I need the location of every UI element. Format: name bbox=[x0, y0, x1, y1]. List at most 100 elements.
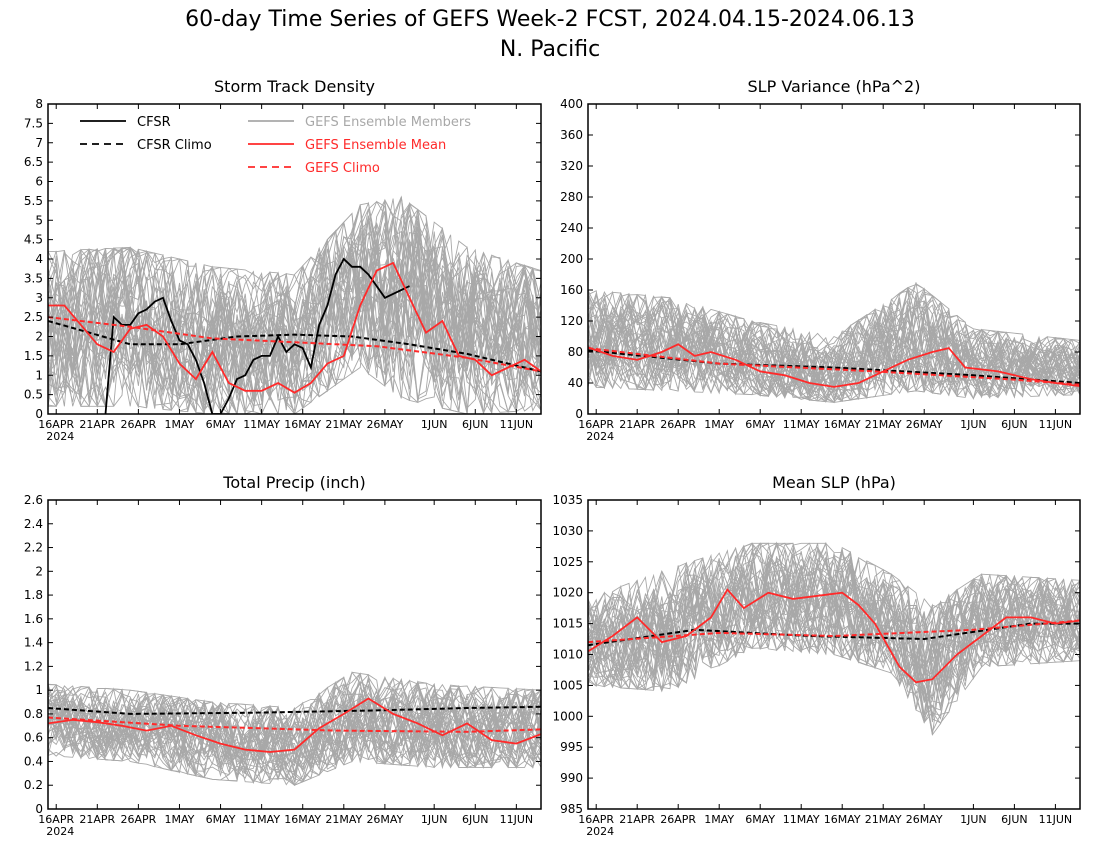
ensemble-members bbox=[48, 671, 541, 786]
ensemble-member-line bbox=[48, 682, 541, 771]
y-tick-label: 995 bbox=[560, 740, 583, 754]
ensemble-member-line bbox=[48, 199, 541, 414]
y-tick-label: 1015 bbox=[552, 617, 583, 631]
chart-panel-4: Mean SLP (hPa) 985 990 995 1000 1005 1010 1015 1… bbox=[552, 473, 1081, 838]
x-tick-label: 6JUN bbox=[462, 418, 489, 431]
y-tick-label: 2 bbox=[35, 564, 43, 578]
x-tick-label: 16MAY bbox=[284, 813, 321, 826]
ensemble-member-line bbox=[588, 286, 1080, 398]
x-tick-label: 11MAY bbox=[243, 418, 280, 431]
y-tick-label: 5.5 bbox=[24, 194, 43, 208]
ensemble-member-line bbox=[588, 307, 1080, 399]
chart-panel-3: Total Precip (inch) 0 0.2 0.4 0.6 0.8 1 1.2 1.4 1… bbox=[24, 473, 542, 838]
ensemble-member-line bbox=[588, 561, 1080, 724]
gefs-climo-line bbox=[48, 716, 541, 733]
x-tick-label: 21APR bbox=[79, 813, 115, 826]
y-tick-label: 990 bbox=[560, 771, 583, 785]
y-tick-label: 80 bbox=[568, 345, 583, 359]
y-tick-label: 240 bbox=[560, 221, 583, 235]
x-tick-label: 16APR bbox=[578, 418, 614, 431]
x-tick-label: 11JUN bbox=[1039, 418, 1073, 431]
x-tick-label: 1MAY bbox=[165, 418, 195, 431]
y-tick-label: 120 bbox=[560, 314, 583, 328]
ensemble-member-line bbox=[48, 212, 541, 414]
gefs-climo-line bbox=[48, 316, 541, 373]
ensemble-member-line bbox=[588, 542, 1080, 694]
ensemble-member-line bbox=[48, 200, 541, 414]
y-tick-label: 1035 bbox=[552, 493, 583, 507]
y-tick-label: 1.5 bbox=[24, 349, 43, 363]
x-tick-label: 1JUN bbox=[421, 813, 448, 826]
y-tick-label: 0.4 bbox=[24, 754, 43, 768]
legend-cfsr-climo-label: CFSR Climo bbox=[137, 138, 212, 153]
y-tick-label: 7.5 bbox=[24, 116, 43, 130]
ensemble-member-line bbox=[48, 682, 541, 784]
y-tick-label: 2.6 bbox=[24, 493, 43, 507]
ensemble-member-line bbox=[588, 289, 1080, 402]
chart-panel-2: SLP Variance (hPa^2) 0 40 80 120 160 200 240 280… bbox=[560, 77, 1081, 443]
x-tick-label: 1JUN bbox=[960, 813, 987, 826]
chart-panel-1: Storm Track Density 0 0.5 1 1.5 2 2.5 3 3.5 4 4.5 5… bbox=[24, 77, 542, 443]
ensemble-member-line bbox=[588, 567, 1080, 691]
ensemble-member-line bbox=[48, 680, 541, 774]
ensemble-member-line bbox=[588, 289, 1080, 401]
figure-title-line1: 60-day Time Series of GEFS Week-2 FCST, … bbox=[185, 7, 915, 32]
y-tick-label: 280 bbox=[560, 190, 583, 204]
y-tick-label: 4.5 bbox=[24, 233, 43, 247]
gefs-climo-line bbox=[588, 347, 1080, 386]
legend-ens-mean-label: GEFS Ensemble Mean bbox=[305, 138, 446, 153]
x-tick-label: 6JUN bbox=[1001, 418, 1028, 431]
y-tick-label: 1000 bbox=[552, 709, 583, 723]
y-tick-label: 6 bbox=[35, 175, 43, 189]
x-tick-label: 26MAY bbox=[906, 813, 943, 826]
ensemble-member-line bbox=[588, 565, 1080, 721]
gefs-ensemble-mean-line bbox=[588, 343, 1080, 388]
y-tick-label: 3 bbox=[35, 291, 43, 305]
x-tick-label: 26MAY bbox=[366, 813, 403, 826]
ensemble-member-line bbox=[588, 298, 1080, 398]
y-tick-label: 0 bbox=[575, 407, 583, 421]
panel-title: Storm Track Density bbox=[214, 77, 375, 96]
figure-title-line2: N. Pacific bbox=[500, 37, 600, 62]
y-tick-label: 0 bbox=[35, 407, 43, 421]
x-tick-label: 21APR bbox=[79, 418, 115, 431]
y-tick-label: 0.2 bbox=[24, 778, 43, 792]
x-tick-label: 1MAY bbox=[704, 813, 734, 826]
y-tick-label: 320 bbox=[560, 159, 583, 173]
ensemble-member-line bbox=[588, 298, 1080, 397]
y-tick-label: 160 bbox=[560, 283, 583, 297]
cfsr-climo-line bbox=[48, 705, 541, 715]
plot-frame bbox=[47, 499, 542, 810]
x-year-label: 2024 bbox=[46, 825, 74, 838]
x-tick-label: 16MAY bbox=[284, 418, 321, 431]
x-tick-label: 21MAY bbox=[325, 813, 362, 826]
x-tick-label: 21MAY bbox=[865, 813, 902, 826]
ensemble-member-line bbox=[48, 208, 541, 409]
ensemble-member-line bbox=[588, 289, 1080, 399]
x-tick-label: 16MAY bbox=[824, 813, 861, 826]
cfsr-line bbox=[104, 257, 410, 414]
y-tick-label: 3.5 bbox=[24, 271, 43, 285]
x-tick-label: 6MAY bbox=[206, 418, 236, 431]
x-tick-label: 1JUN bbox=[421, 418, 448, 431]
x-tick-label: 26APR bbox=[660, 418, 696, 431]
y-tick-label: 1.8 bbox=[24, 588, 43, 602]
y-tick-label: 2.5 bbox=[24, 310, 43, 324]
x-tick-label: 11MAY bbox=[783, 813, 820, 826]
y-tick-label: 1.4 bbox=[24, 636, 43, 650]
ensemble-member-line bbox=[48, 678, 541, 778]
x-tick-label: 21APR bbox=[619, 813, 655, 826]
y-tick-label: 0.8 bbox=[24, 707, 43, 721]
y-tick-label: 1010 bbox=[552, 648, 583, 662]
cfsr-climo-line bbox=[588, 622, 1080, 647]
x-year-label: 2024 bbox=[586, 430, 614, 443]
x-tick-label: 1MAY bbox=[704, 418, 734, 431]
legend: CFSR CFSR Climo GEFS Ensemble Members GEFS … bbox=[80, 115, 471, 176]
y-tick-label: 0.6 bbox=[24, 731, 43, 745]
ensemble-member-line bbox=[588, 560, 1080, 699]
legend-gefs-climo-label: GEFS Climo bbox=[305, 161, 380, 176]
y-tick-label: 7 bbox=[35, 136, 43, 150]
legend-cfsr-label: CFSR bbox=[137, 115, 171, 130]
gefs-ensemble-mean-line bbox=[588, 588, 1080, 684]
panel-title: Total Precip (inch) bbox=[222, 473, 365, 492]
